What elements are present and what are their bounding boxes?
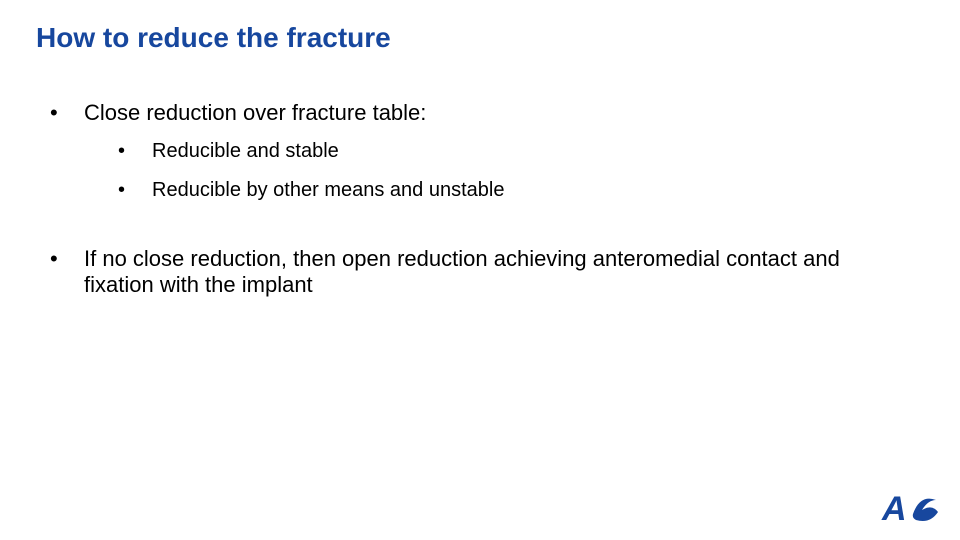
list-item-text: Close reduction over fracture table: • R… xyxy=(84,100,910,218)
list-item: • If no close reduction, then open reduc… xyxy=(50,246,910,298)
ao-logo: A xyxy=(880,490,940,526)
list-item-label: Reducible by other means and unstable xyxy=(152,179,910,202)
bullet-icon: • xyxy=(118,179,152,202)
slide-body: • Close reduction over fracture table: •… xyxy=(50,100,910,326)
slide-title: How to reduce the fracture xyxy=(36,22,391,54)
list-item-label: If no close reduction, then open reducti… xyxy=(84,246,910,298)
list-item: • Reducible and stable xyxy=(118,140,910,163)
bullet-list-level2: • Reducible and stable • Reducible by ot… xyxy=(84,140,910,202)
bullet-list-level1: • Close reduction over fracture table: •… xyxy=(50,100,910,298)
bullet-icon: • xyxy=(50,100,84,218)
list-item: • Close reduction over fracture table: •… xyxy=(50,100,910,218)
list-item-label: Close reduction over fracture table: xyxy=(84,100,426,125)
bullet-icon: • xyxy=(118,140,152,163)
logo-swoosh-icon xyxy=(913,499,938,521)
logo-letter-a: A xyxy=(881,490,907,526)
bullet-icon: • xyxy=(50,246,84,298)
list-item: • Reducible by other means and unstable xyxy=(118,179,910,202)
list-item-label: Reducible and stable xyxy=(152,140,910,163)
slide: How to reduce the fracture • Close reduc… xyxy=(0,0,960,540)
